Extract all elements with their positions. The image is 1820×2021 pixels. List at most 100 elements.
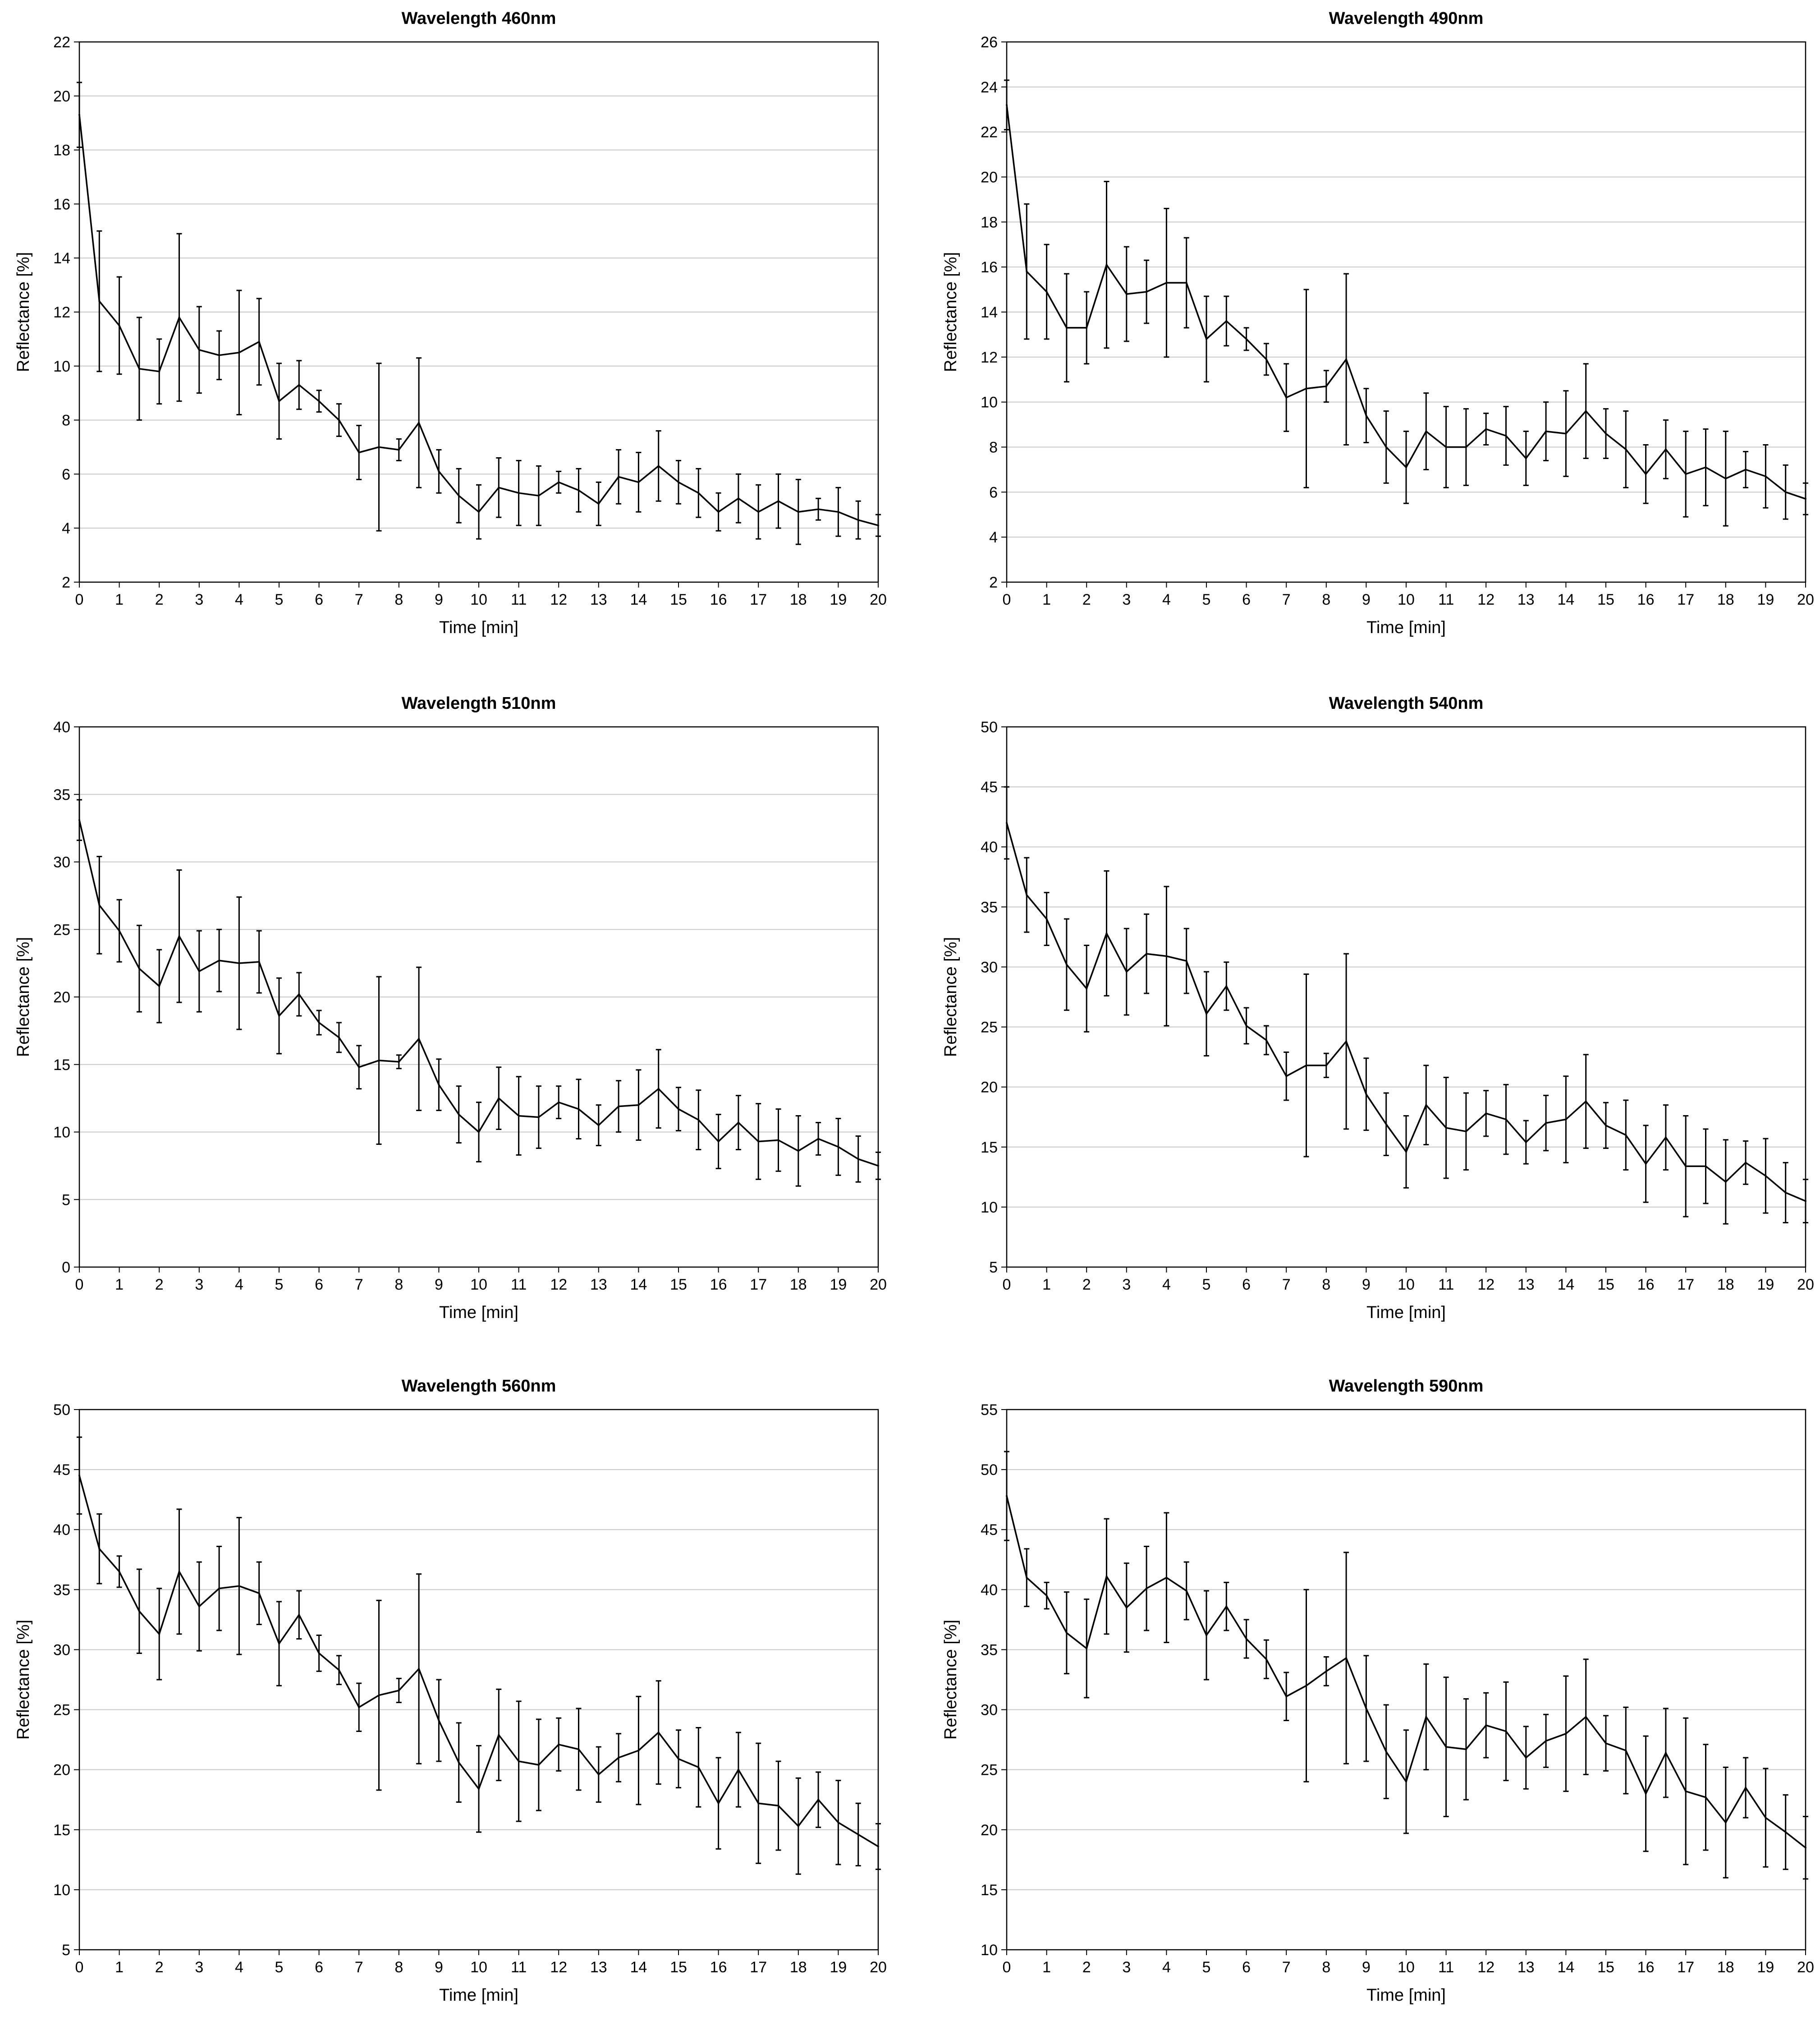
- x-tick-label: 16: [1637, 1959, 1655, 1976]
- data-point: [717, 1140, 720, 1143]
- y-tick-label: 30: [53, 854, 70, 871]
- data-point: [98, 904, 101, 906]
- data-point: [857, 1158, 859, 1160]
- data-point: [737, 1121, 739, 1124]
- y-tick-label: 50: [53, 1401, 70, 1419]
- data-point: [78, 1474, 80, 1477]
- x-tick-label: 11: [1438, 1276, 1454, 1293]
- data-point: [418, 422, 420, 424]
- x-tick-label: 10: [470, 591, 487, 608]
- x-tick-label: 4: [235, 1959, 243, 1976]
- data-point: [218, 960, 220, 962]
- x-tick-label: 1: [115, 1276, 124, 1293]
- data-point: [578, 489, 580, 491]
- x-tick-label: 19: [1757, 1959, 1774, 1976]
- x-tick-label: 0: [75, 1276, 84, 1293]
- x-tick-label: 15: [1597, 1959, 1614, 1976]
- data-point: [757, 1802, 760, 1805]
- data-point: [118, 324, 120, 326]
- x-tick-label: 0: [1003, 591, 1011, 608]
- data-point: [198, 970, 200, 973]
- data-point: [857, 1833, 859, 1836]
- data-point: [1165, 1576, 1168, 1579]
- x-tick-label: 16: [710, 1276, 727, 1293]
- x-tick-label: 12: [550, 1959, 567, 1976]
- data-point: [1605, 1124, 1607, 1126]
- x-tick-label: 8: [394, 1959, 403, 1976]
- y-tick-label: 22: [53, 34, 70, 51]
- y-tick-label: 20: [53, 1762, 70, 1779]
- data-point: [1265, 358, 1267, 360]
- x-tick-label: 13: [1517, 591, 1535, 608]
- x-tick-label: 18: [790, 591, 807, 608]
- data-point: [1385, 1123, 1387, 1125]
- data-point: [258, 1592, 260, 1594]
- x-tick-label: 16: [1637, 591, 1655, 608]
- x-tick-label: 1: [1042, 1276, 1051, 1293]
- data-point: [857, 519, 859, 521]
- data-point: [1185, 282, 1187, 284]
- data-point: [1445, 1127, 1447, 1129]
- y-tick-label: 15: [53, 1056, 70, 1074]
- data-point: [498, 1097, 500, 1099]
- data-point: [178, 1571, 180, 1573]
- y-tick-label: 35: [981, 1641, 998, 1658]
- y-tick-label: 24: [981, 79, 998, 96]
- y-tick-label: 26: [981, 34, 998, 51]
- data-point: [1086, 1647, 1088, 1649]
- data-point: [1365, 1707, 1367, 1709]
- data-point: [1724, 1821, 1727, 1823]
- data-point: [537, 1116, 540, 1118]
- data-point: [1724, 478, 1727, 480]
- data-point: [1105, 1575, 1108, 1578]
- x-tick-label: 13: [590, 591, 607, 608]
- data-point: [1425, 1104, 1427, 1106]
- x-tick-label: 8: [1322, 1959, 1330, 1976]
- y-tick-label: 4: [989, 529, 998, 546]
- data-point: [1645, 1163, 1647, 1165]
- x-tick-label: 6: [1242, 1276, 1251, 1293]
- data-point: [1585, 1716, 1587, 1718]
- data-point: [478, 1788, 480, 1790]
- y-tick-label: 35: [981, 899, 998, 916]
- x-tick-label: 3: [195, 1959, 203, 1976]
- y-axis-label: Reflectance [%]: [14, 252, 33, 372]
- x-tick-label: 17: [750, 591, 767, 608]
- data-point: [1685, 473, 1687, 475]
- x-tick-label: 8: [394, 1276, 403, 1293]
- y-tick-label: 2: [989, 574, 998, 591]
- x-tick-label: 9: [435, 1276, 443, 1293]
- x-tick-label: 4: [1162, 1959, 1171, 1976]
- y-tick-label: 22: [981, 124, 998, 141]
- x-tick-label: 17: [1677, 1959, 1694, 1976]
- y-tick-label: 45: [981, 779, 998, 796]
- data-point: [697, 492, 700, 494]
- data-point: [1585, 410, 1587, 412]
- data-point: [318, 1652, 320, 1654]
- data-point: [1405, 1151, 1407, 1153]
- data-point: [1146, 1587, 1148, 1589]
- data-point: [1565, 432, 1567, 435]
- data-point: [537, 495, 540, 497]
- x-tick-label: 17: [1677, 1276, 1694, 1293]
- y-axis-label: Reflectance [%]: [941, 1620, 960, 1740]
- data-point: [138, 1610, 140, 1612]
- x-tick-label: 20: [1797, 1959, 1814, 1976]
- data-point: [1325, 1670, 1327, 1672]
- data-point: [418, 1038, 420, 1040]
- data-point: [1045, 918, 1048, 920]
- data-point: [558, 1101, 560, 1103]
- data-point: [1305, 1064, 1307, 1066]
- data-point: [618, 1105, 620, 1107]
- x-tick-label: 4: [1162, 591, 1171, 608]
- y-tick-label: 25: [53, 1702, 70, 1719]
- data-point: [1465, 1130, 1467, 1133]
- data-point: [338, 1036, 340, 1038]
- data-point: [1525, 457, 1527, 459]
- data-point: [618, 476, 620, 478]
- data-point: [98, 300, 101, 303]
- data-point: [1206, 1013, 1207, 1015]
- data-point: [1285, 1075, 1288, 1077]
